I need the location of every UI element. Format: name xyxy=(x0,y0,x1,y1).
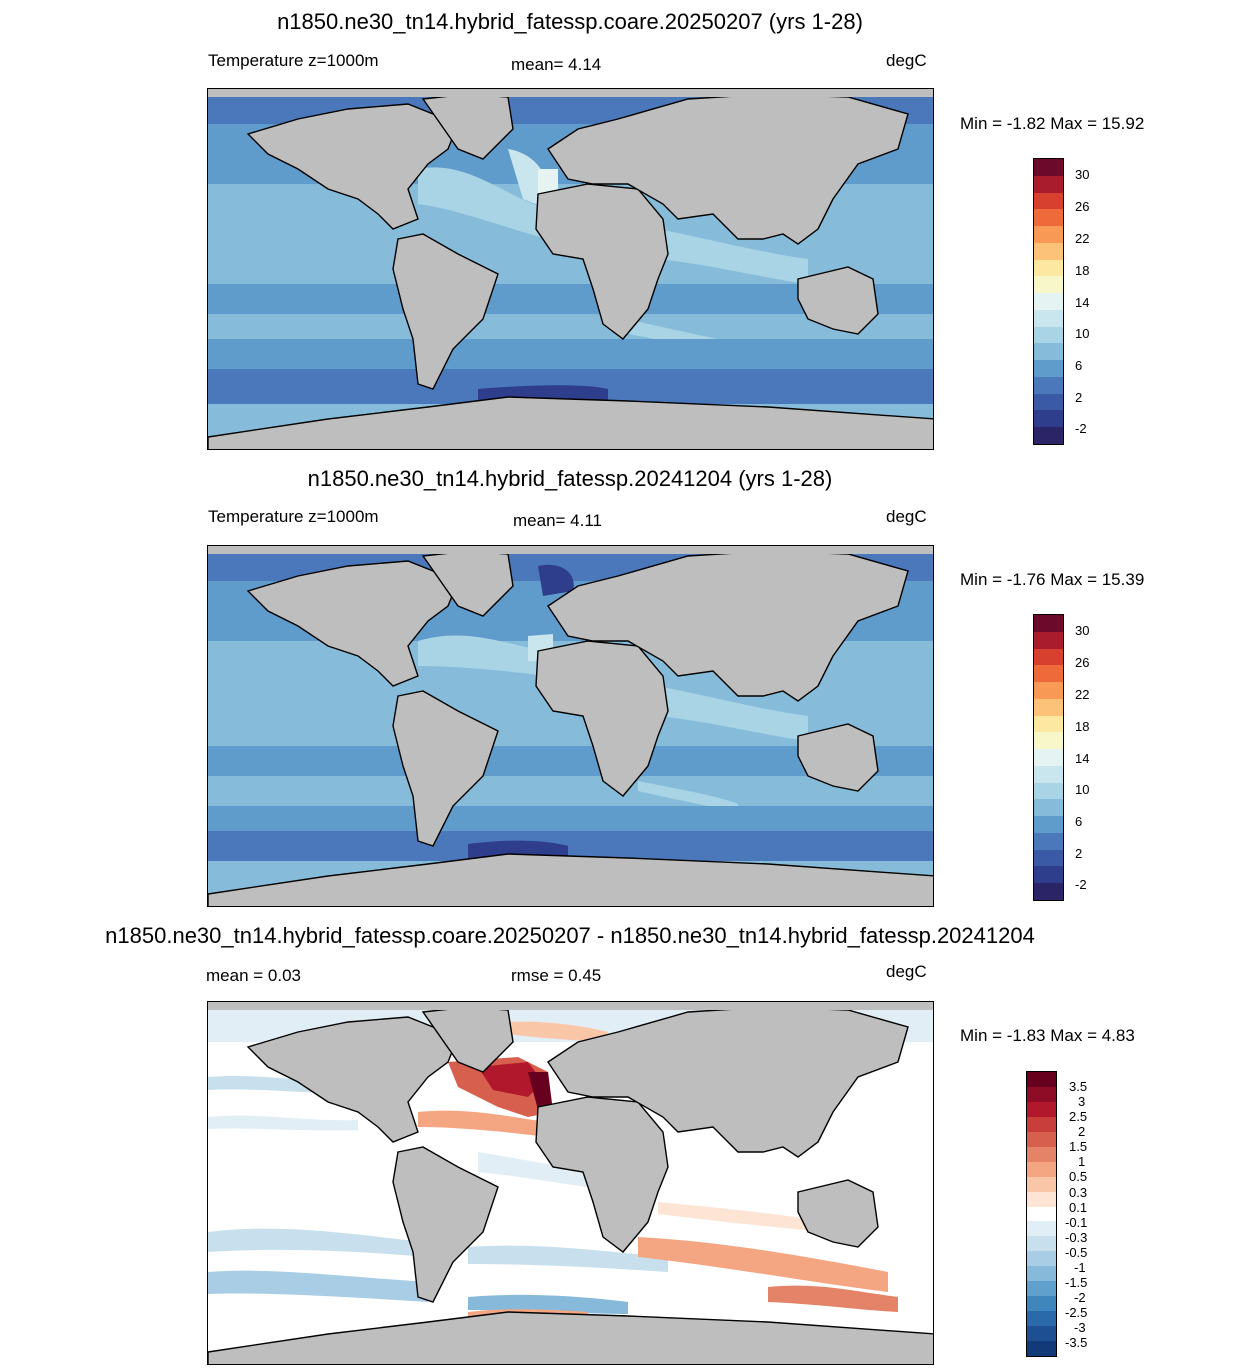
colorbar-tick: 2.5 xyxy=(1069,1109,1088,1124)
variable-label: Temperature z=1000m xyxy=(208,507,379,526)
colorbar-tick: 2 xyxy=(1078,1124,1086,1139)
colorbar-tick: -3 xyxy=(1074,1320,1086,1335)
colorbar-tick: 3.5 xyxy=(1069,1079,1088,1094)
colorbar-tick: 0.3 xyxy=(1069,1185,1088,1200)
units-label: degC xyxy=(886,507,927,526)
colorbar-tick: 1.5 xyxy=(1069,1139,1088,1154)
colorbar-tick: -1 xyxy=(1074,1260,1086,1275)
units-label: degC xyxy=(886,51,927,70)
colorbar-tick: 2 xyxy=(1075,846,1083,861)
colorbar-tick: -0.3 xyxy=(1065,1230,1088,1245)
mean-label: mean= 4.11 xyxy=(513,511,603,530)
min-max-label: Min = -1.82 Max = 15.92 xyxy=(960,114,1145,133)
colorbar-tick: 6 xyxy=(1075,358,1083,373)
colorbar-tick: 22 xyxy=(1075,687,1090,702)
panel-title: n1850.ne30_tn14.hybrid_fatessp.coare.202… xyxy=(105,923,1035,948)
panel-title: n1850.ne30_tn14.hybrid_fatessp.coare.202… xyxy=(277,9,863,34)
rmse-label: rmse = 0.45 xyxy=(511,966,602,985)
temperature-map xyxy=(207,88,934,450)
colorbar-tick: 3 xyxy=(1078,1094,1086,1109)
colorbar-tick: -1.5 xyxy=(1065,1275,1088,1290)
mean-label: mean= 4.14 xyxy=(511,55,602,74)
colorbar-tick: 18 xyxy=(1075,263,1090,278)
temperature-map xyxy=(207,545,934,907)
colorbar-tick: 26 xyxy=(1075,655,1090,670)
mean-label: mean = 0.03 xyxy=(206,966,301,985)
colorbar-tick: -2 xyxy=(1074,1290,1086,1305)
colorbar-tick: 0.1 xyxy=(1069,1200,1088,1215)
colorbar xyxy=(1033,614,1064,901)
min-max-label: Min = -1.83 Max = 4.83 xyxy=(960,1026,1135,1045)
min-max-label: Min = -1.76 Max = 15.39 xyxy=(960,570,1145,589)
colorbar-tick: -0.1 xyxy=(1065,1215,1088,1230)
colorbar xyxy=(1033,158,1064,445)
colorbar-tick: 14 xyxy=(1075,295,1090,310)
colorbar-tick: 1 xyxy=(1078,1154,1086,1169)
colorbar-tick: 22 xyxy=(1075,231,1090,246)
panel-title: n1850.ne30_tn14.hybrid_fatessp.20241204 … xyxy=(307,466,833,491)
colorbar-tick: 30 xyxy=(1075,167,1090,182)
units-label: degC xyxy=(886,962,927,981)
colorbar-tick: 18 xyxy=(1075,719,1090,734)
colorbar-tick: -2.5 xyxy=(1065,1305,1088,1320)
colorbar-tick: 10 xyxy=(1075,326,1090,341)
colorbar-tick: -2 xyxy=(1075,877,1087,892)
colorbar-tick: -2 xyxy=(1075,421,1087,436)
colorbar-tick: 26 xyxy=(1075,199,1090,214)
colorbar-tick: 2 xyxy=(1075,390,1083,405)
colorbar-tick: -3.5 xyxy=(1065,1335,1088,1350)
colorbar-tick: 30 xyxy=(1075,623,1090,638)
difference-map xyxy=(207,1001,934,1365)
colorbar-tick: 10 xyxy=(1075,782,1090,797)
variable-label: Temperature z=1000m xyxy=(208,51,379,70)
colorbar xyxy=(1026,1071,1057,1357)
colorbar-tick: 14 xyxy=(1075,751,1090,766)
colorbar-tick: 6 xyxy=(1075,814,1083,829)
colorbar-tick: 0.5 xyxy=(1069,1169,1088,1184)
colorbar-tick: -0.5 xyxy=(1065,1245,1088,1260)
